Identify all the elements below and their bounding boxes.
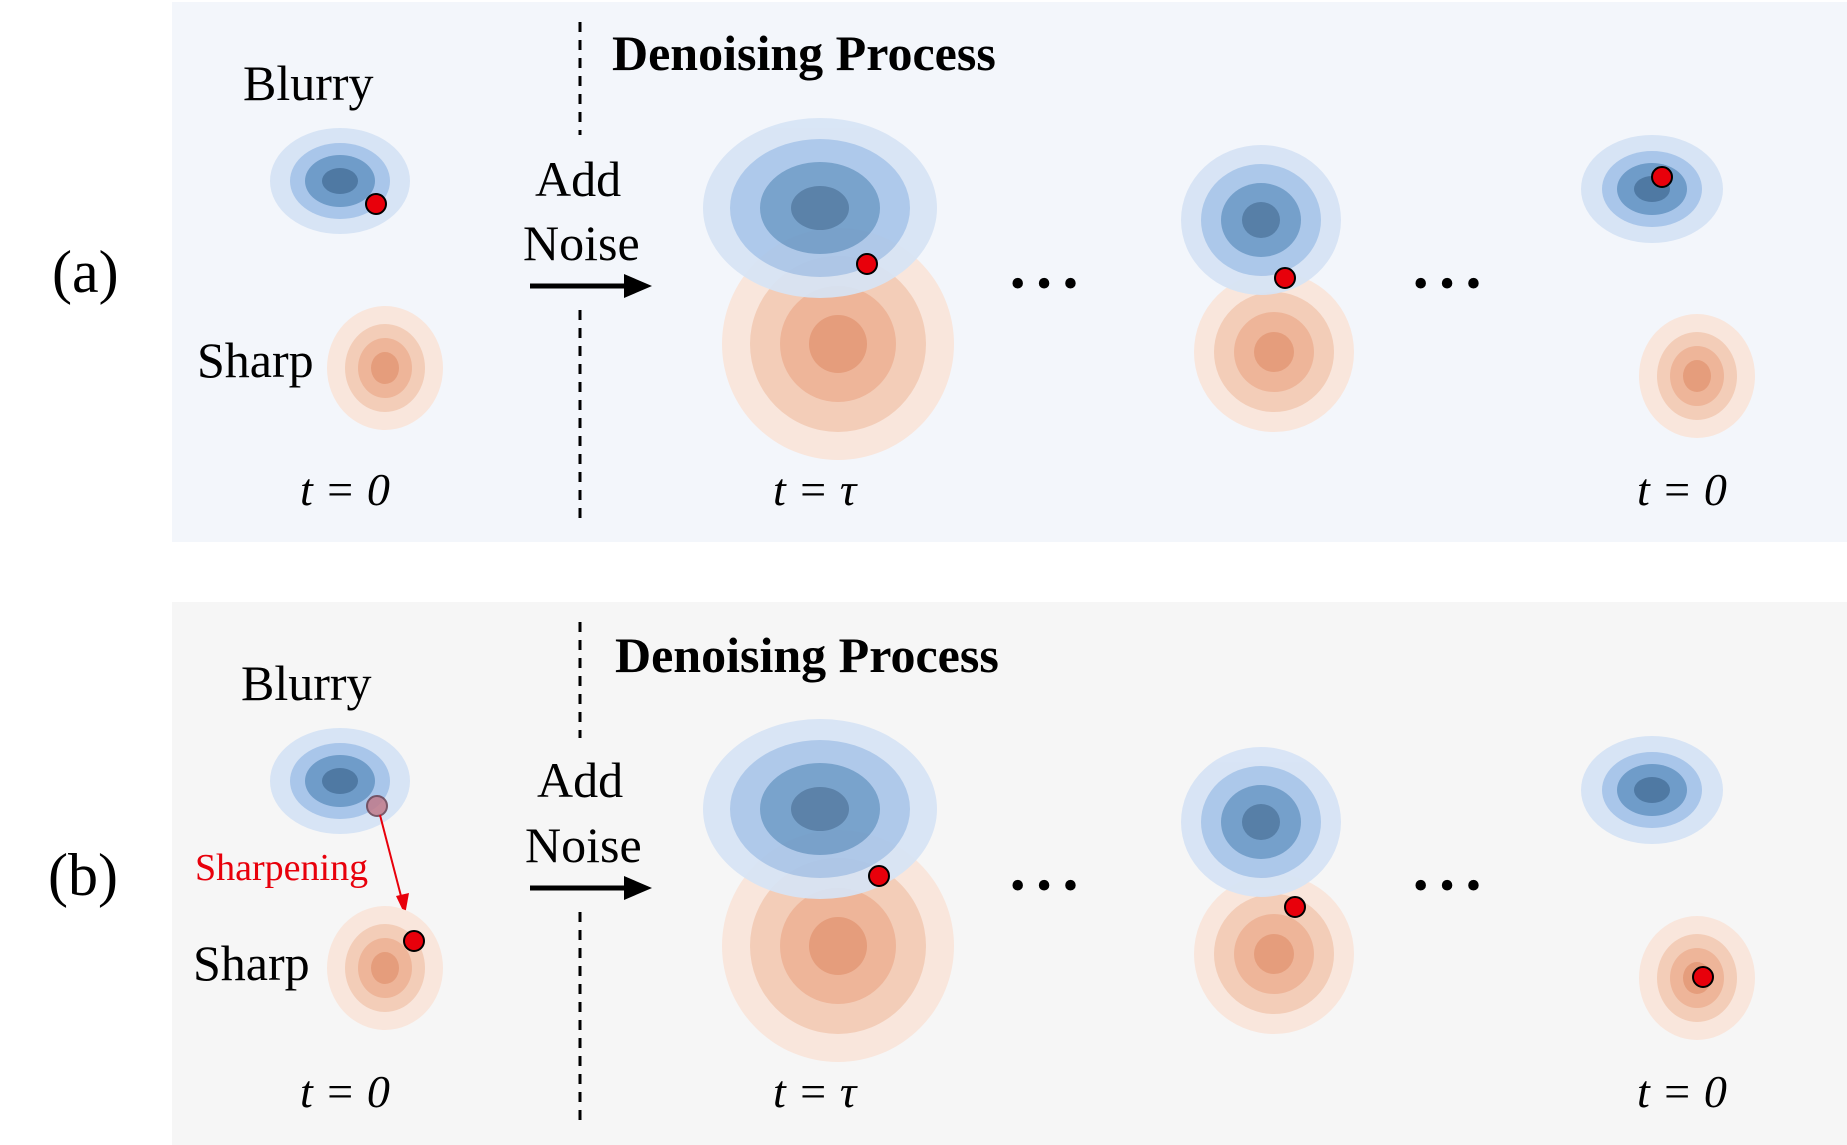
- panel-a-end-blurry-distribution: [1581, 135, 1723, 243]
- panel-b: (b) Blurry Sharpening Sharp t = 0 Add No…: [48, 602, 1847, 1145]
- panel-b-arrow-icon: [530, 876, 652, 900]
- panel-a-blurry-distribution: [270, 128, 410, 234]
- panel-a-sample-dot-start: [365, 193, 387, 215]
- panel-a-t-end: t = 0: [1637, 464, 1727, 515]
- panel-a-add-noise-line2: Noise: [523, 215, 640, 271]
- panel-a: (a) Blurry Sharp t = 0 Add Noise Denoisi: [52, 2, 1847, 542]
- panel-b-sample-dot-tau: [868, 865, 890, 887]
- panel-b-sample-dot-origin: [366, 795, 388, 817]
- panel-b-tau-blurry-distribution: [703, 719, 937, 899]
- panel-a-sample-dot-mid: [1274, 267, 1296, 289]
- panel-a-arrow-icon: [530, 274, 652, 298]
- panel-a-title: Denoising Process: [612, 25, 996, 81]
- panel-a-tag: (a): [52, 239, 119, 305]
- panel-b-sharp-distribution: [327, 906, 443, 1030]
- panel-b-sample-dot-start: [403, 930, 425, 952]
- panel-b-mid-blurry-distribution: [1181, 747, 1341, 897]
- panel-b-add-noise-line2: Noise: [525, 817, 642, 873]
- panel-b-mid-sharp-distribution: [1194, 874, 1354, 1034]
- panel-a-mid-sharp-distribution: [1194, 272, 1354, 432]
- panel-b-sharpening-arrow-icon: [379, 814, 409, 915]
- panel-b-sharp-label: Sharp: [193, 935, 310, 991]
- panel-b-t-tau: t = τ: [773, 1066, 858, 1117]
- panel-a-sharp-distribution: [327, 306, 443, 430]
- panel-b-end-blurry-distribution: [1581, 736, 1723, 844]
- panel-a-blurry-label: Blurry: [243, 55, 374, 111]
- panel-a-t-tau: t = τ: [773, 464, 858, 515]
- panel-a-background: [172, 2, 1847, 542]
- panel-b-ellipsis-2: • • •: [1413, 861, 1481, 910]
- panel-b-sample-dot-mid: [1284, 896, 1306, 918]
- panel-a-ellipsis-2: • • •: [1413, 259, 1481, 308]
- panel-a-sample-dot-tau: [856, 253, 878, 275]
- panel-b-sample-dot-end: [1692, 966, 1714, 988]
- panel-a-t-start: t = 0: [300, 464, 390, 515]
- panel-b-blurry-distribution: [270, 728, 410, 834]
- panel-b-t-start: t = 0: [300, 1066, 390, 1117]
- panel-b-add-noise-line1: Add: [537, 752, 623, 808]
- panel-a-sample-dot-end: [1651, 166, 1673, 188]
- panel-a-mid-blurry-distribution: [1181, 145, 1341, 295]
- panel-b-t-end: t = 0: [1637, 1066, 1727, 1117]
- panel-b-title: Denoising Process: [615, 627, 999, 683]
- panel-a-end-sharp-distribution: [1639, 314, 1755, 438]
- panel-a-tau-blurry-distribution: [703, 118, 937, 298]
- panel-a-ellipsis-1: • • •: [1010, 259, 1078, 308]
- panel-b-tag: (b): [48, 842, 118, 908]
- panel-a-add-noise-line1: Add: [535, 151, 621, 207]
- panel-b-ellipsis-1: • • •: [1010, 861, 1078, 910]
- panel-b-background: [172, 602, 1847, 1145]
- panel-b-sharpening-label: Sharpening: [195, 847, 368, 889]
- panel-a-sharp-label: Sharp: [197, 332, 314, 388]
- panel-b-blurry-label: Blurry: [241, 655, 372, 711]
